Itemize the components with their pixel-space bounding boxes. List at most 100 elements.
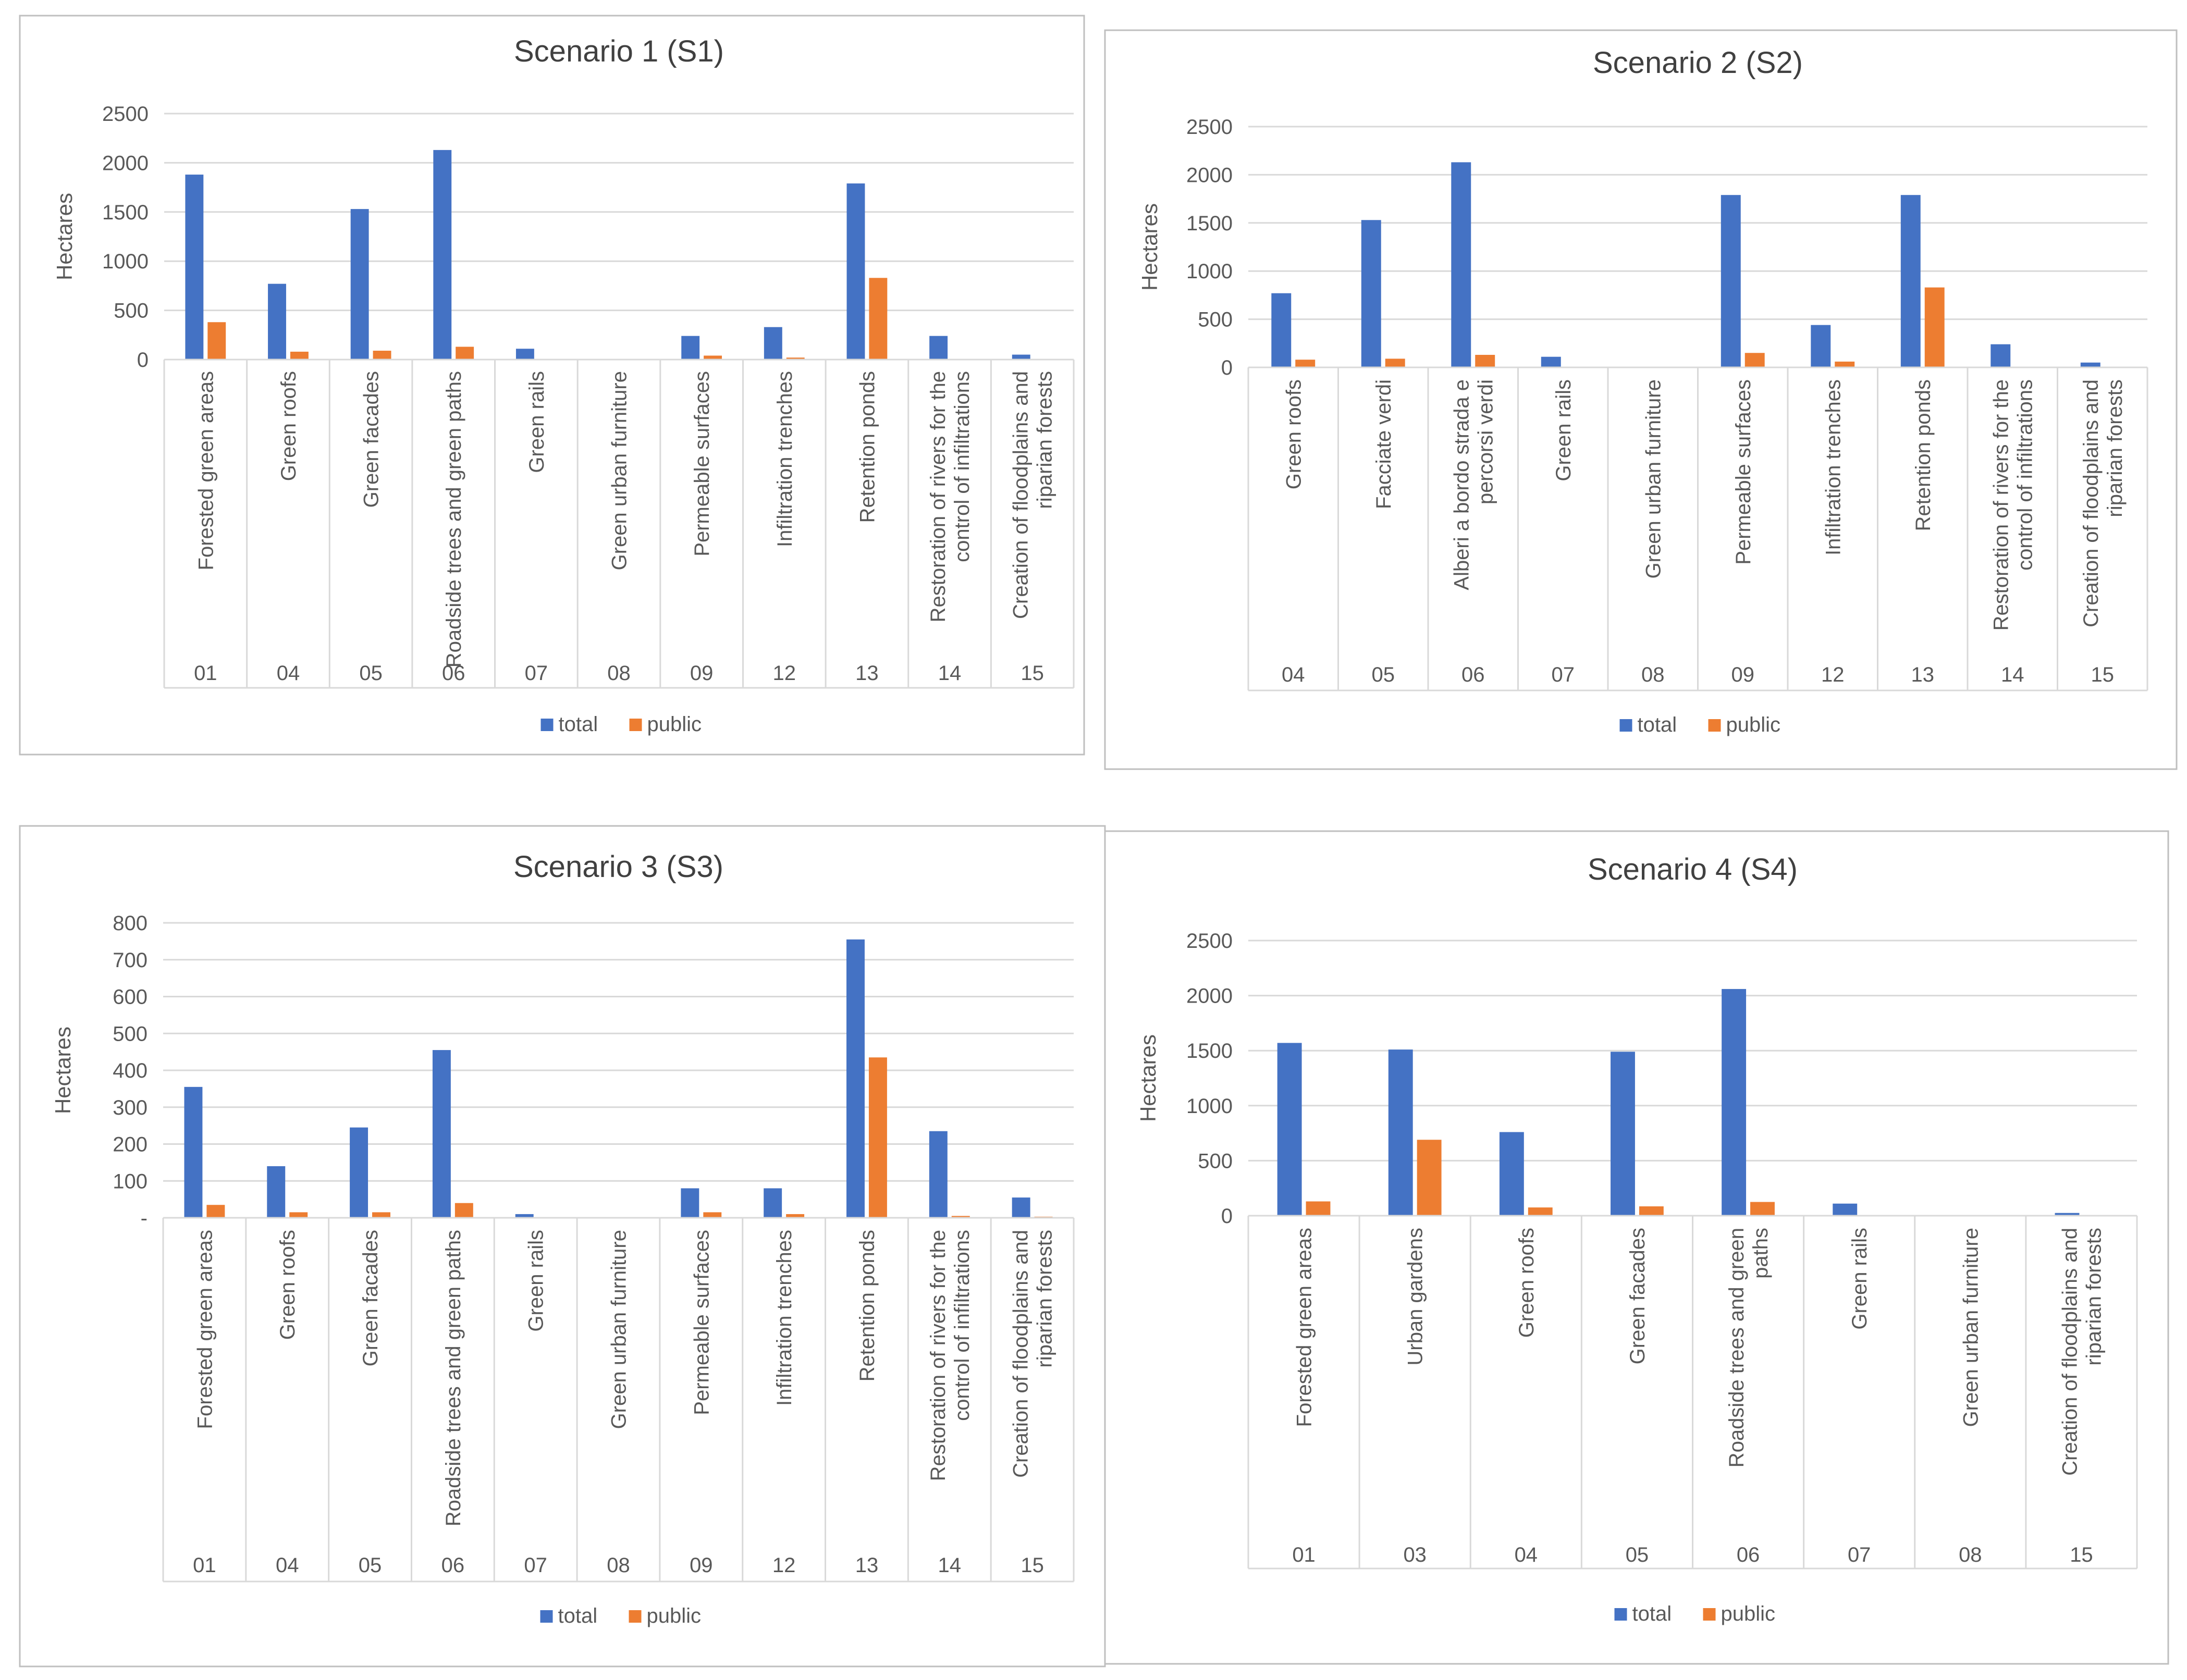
category-label: Green rails (1848, 1228, 1871, 1330)
bar-total (846, 183, 865, 360)
category-label: Roadside trees and green paths (442, 1230, 465, 1526)
category-label: Urban gardens (1404, 1228, 1427, 1366)
bar-total (515, 349, 534, 360)
bar-public (868, 1057, 887, 1218)
legend-label-public: public (1721, 1602, 1776, 1625)
category-label-line: Green facades (1626, 1228, 1649, 1364)
bar-public (373, 351, 391, 360)
y-tick-label: - (141, 1207, 148, 1230)
bar-total (681, 1188, 699, 1218)
bar-public (786, 357, 805, 360)
bar-public (1924, 287, 1945, 367)
y-tick-label: 500 (1198, 308, 1233, 331)
category-label-line: Forested green areas (194, 371, 217, 570)
y-tick-label: 300 (113, 1096, 148, 1119)
bar-public (951, 1216, 970, 1218)
category-label-line: Creation of floodplains and (2080, 379, 2103, 627)
legend-swatch-public (629, 1610, 642, 1623)
y-tick-label: 500 (1198, 1150, 1233, 1172)
legend-label-total: total (559, 713, 598, 736)
category-label-line: Permeable surfaces (1732, 379, 1755, 565)
bar-total (1541, 356, 1561, 367)
category-code: 04 (1515, 1543, 1538, 1566)
category-code: 06 (442, 662, 465, 685)
bar-total (681, 336, 700, 360)
category-label: Green urban furniture (1642, 379, 1665, 578)
category-label: Forested green areas (194, 371, 217, 570)
legend-label-public: public (1726, 713, 1781, 736)
category-code: 06 (1737, 1543, 1760, 1566)
y-axis-label: Hectares (1137, 203, 1162, 291)
bar-public (1385, 359, 1405, 367)
category-label: Forested green areas (193, 1230, 216, 1429)
category-code: 01 (1292, 1543, 1316, 1566)
category-label: Permeable surfaces (690, 1230, 713, 1415)
y-tick-label: 400 (113, 1059, 148, 1082)
category-code: 04 (1282, 663, 1305, 686)
chart-border (19, 15, 1085, 756)
category-label-line: Roadside trees and green paths (442, 1230, 465, 1526)
bar-public (869, 278, 888, 360)
y-tick-label: 200 (113, 1133, 148, 1156)
category-label: Green rails (525, 1230, 548, 1332)
category-label-line: Green roofs (1282, 379, 1305, 489)
category-label-line: riparian forests (1034, 1230, 1056, 1368)
bar-total (433, 150, 452, 360)
legend-swatch-total (1614, 1608, 1627, 1621)
category-label: Green roofs (1282, 379, 1305, 489)
bar-public (1639, 1206, 1664, 1216)
legend-swatch-public (629, 719, 642, 731)
category-label: Green urban furniture (608, 371, 631, 570)
y-tick-label: 500 (114, 300, 149, 323)
category-code: 03 (1403, 1543, 1427, 1566)
category-label: Restoration of rivers for thecontrol of … (927, 371, 974, 622)
category-label-line: Alberi a bordo strada e (1450, 379, 1473, 590)
category-code: 07 (1848, 1543, 1871, 1566)
bar-total (1721, 195, 1741, 367)
chart-border (1104, 29, 2178, 770)
chart-panel-3: Scenario 3 (S3) Hectares - 100 200 300 400 500 6… (19, 825, 1106, 1667)
bar-public (1744, 353, 1765, 367)
category-label-line: Green rails (525, 371, 548, 473)
bar-total (1451, 162, 1471, 367)
bar-total (1811, 325, 1831, 367)
bar-total (2080, 362, 2100, 367)
category-label: Creation of floodplains andriparian fore… (2058, 1228, 2105, 1476)
bar-public (290, 351, 309, 360)
category-label-line: percorsi verdi (1474, 379, 1497, 504)
bar-total (1012, 354, 1030, 360)
bar-total (350, 1127, 368, 1218)
bar-public (1475, 354, 1495, 367)
y-tick-label: 2500 (1186, 116, 1233, 139)
bar-total (1271, 293, 1292, 367)
legend-label-public: public (647, 1604, 702, 1627)
bar-total (2055, 1213, 2080, 1216)
category-code: 09 (690, 662, 714, 685)
category-code: 04 (276, 1554, 299, 1577)
category-label: Roadside trees and greenpaths (1725, 1228, 1772, 1467)
category-code: 12 (772, 1554, 796, 1577)
category-label: Retention ponds (1912, 379, 1935, 531)
y-tick-label: 500 (113, 1022, 148, 1045)
category-label: Creation of floodplains andriparian fore… (1010, 371, 1056, 619)
category-code: 09 (1731, 663, 1755, 686)
chart-panel-2: Scenario 2 (S2) Hectares 0 500 1000 1500 2000 2… (1104, 29, 2178, 770)
category-label: Green urban furniture (608, 1230, 631, 1429)
category-code: 06 (1461, 663, 1485, 686)
bar-total (1361, 220, 1381, 367)
category-label-line: Creation of floodplains and (2058, 1228, 2081, 1476)
y-tick-label: 0 (137, 349, 149, 372)
category-label: Green rails (525, 371, 548, 473)
category-code: 12 (1821, 663, 1845, 686)
category-label: Creation of floodplains andriparian fore… (1010, 1230, 1056, 1478)
category-label-line: Permeable surfaces (690, 1230, 713, 1415)
bar-public (1306, 1201, 1331, 1216)
y-tick-label: 2000 (1186, 164, 1233, 187)
bar-total (1611, 1052, 1635, 1216)
legend-label-total: total (1632, 1602, 1672, 1625)
category-label-line: Green roofs (277, 371, 300, 481)
y-tick-label: 2500 (1186, 930, 1233, 953)
y-tick-label: 1000 (1186, 1095, 1233, 1118)
category-label-line: Restoration of rivers for the (927, 371, 950, 622)
bar-public (207, 322, 226, 360)
